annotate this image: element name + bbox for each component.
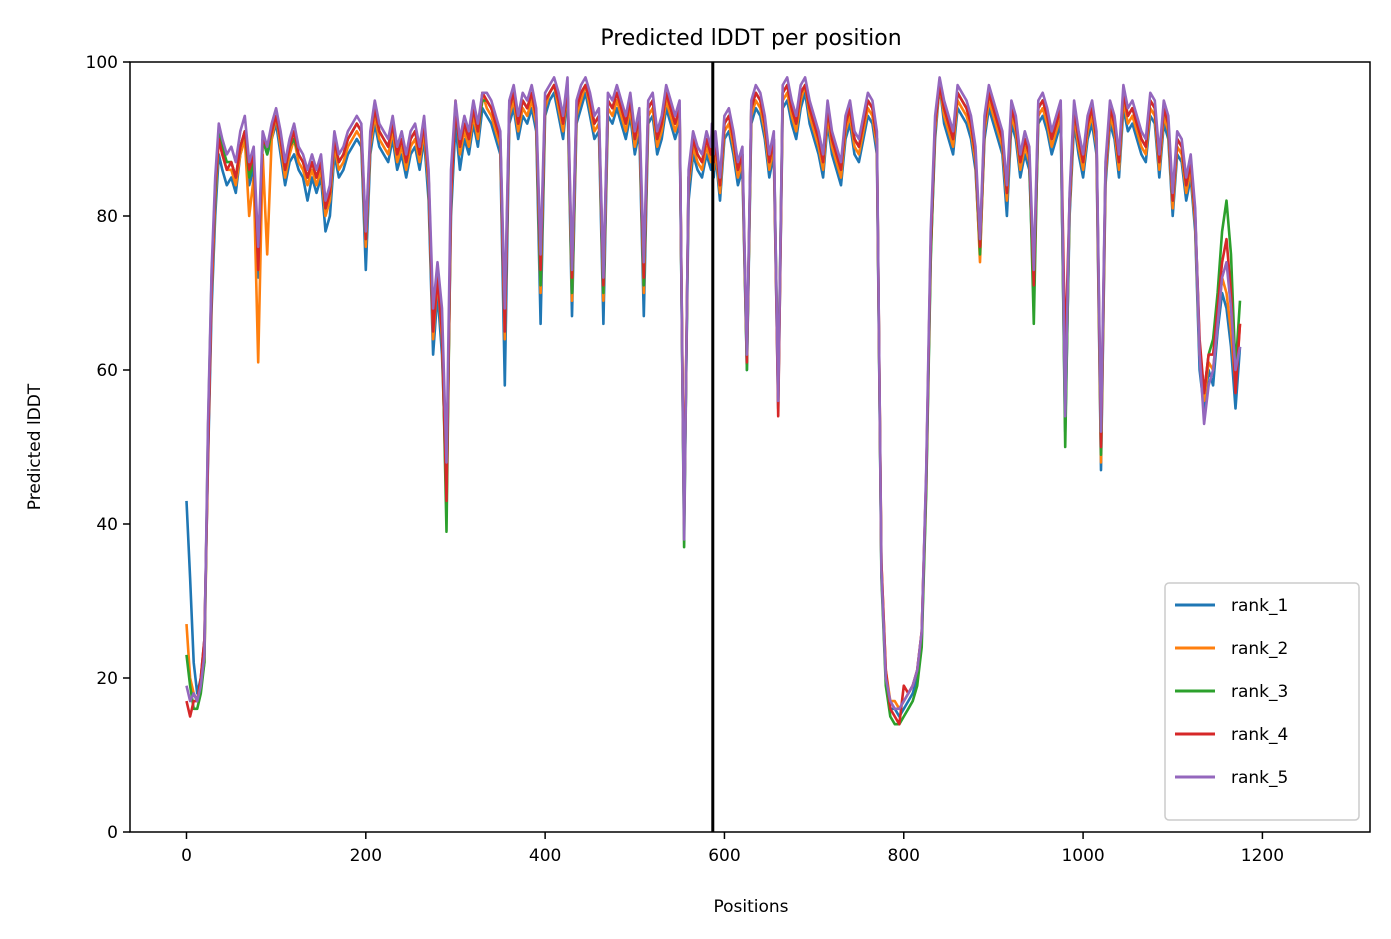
y-tick-label: 80 xyxy=(96,207,118,227)
legend-label-rank_5: rank_5 xyxy=(1231,768,1288,788)
y-tick-label: 20 xyxy=(96,669,118,689)
x-tick-label: 600 xyxy=(708,846,740,866)
y-axis: 0 20 40 60 80 100 xyxy=(86,53,130,843)
y-tick-label: 0 xyxy=(107,823,118,843)
x-tick-label: 800 xyxy=(888,846,920,866)
legend-label-rank_1: rank_1 xyxy=(1231,596,1288,616)
y-axis-label: Predicted lDDT xyxy=(25,383,45,510)
y-tick-label: 60 xyxy=(96,361,118,381)
legend: rank_1 rank_2 rank_3 rank_4 rank_5 xyxy=(1164,582,1360,821)
x-tick-label: 1200 xyxy=(1241,846,1284,866)
x-tick-label: 1000 xyxy=(1061,846,1104,866)
chart-title: Predicted lDDT per position xyxy=(600,26,901,51)
plot-frame xyxy=(129,61,1371,833)
legend-box xyxy=(1164,582,1360,821)
x-tick-label: 200 xyxy=(350,846,382,866)
x-axis: 0 200 400 600 800 1000 1200 xyxy=(181,832,1284,866)
legend-label-rank_2: rank_2 xyxy=(1231,639,1288,659)
legend-label-rank_3: rank_3 xyxy=(1231,682,1288,702)
y-tick-label: 40 xyxy=(96,515,118,535)
x-axis-label: Positions xyxy=(713,897,788,917)
y-tick-label: 100 xyxy=(86,53,118,73)
x-tick-label: 400 xyxy=(529,846,561,866)
legend-label-rank_4: rank_4 xyxy=(1231,725,1288,745)
x-tick-label: 0 xyxy=(181,846,192,866)
